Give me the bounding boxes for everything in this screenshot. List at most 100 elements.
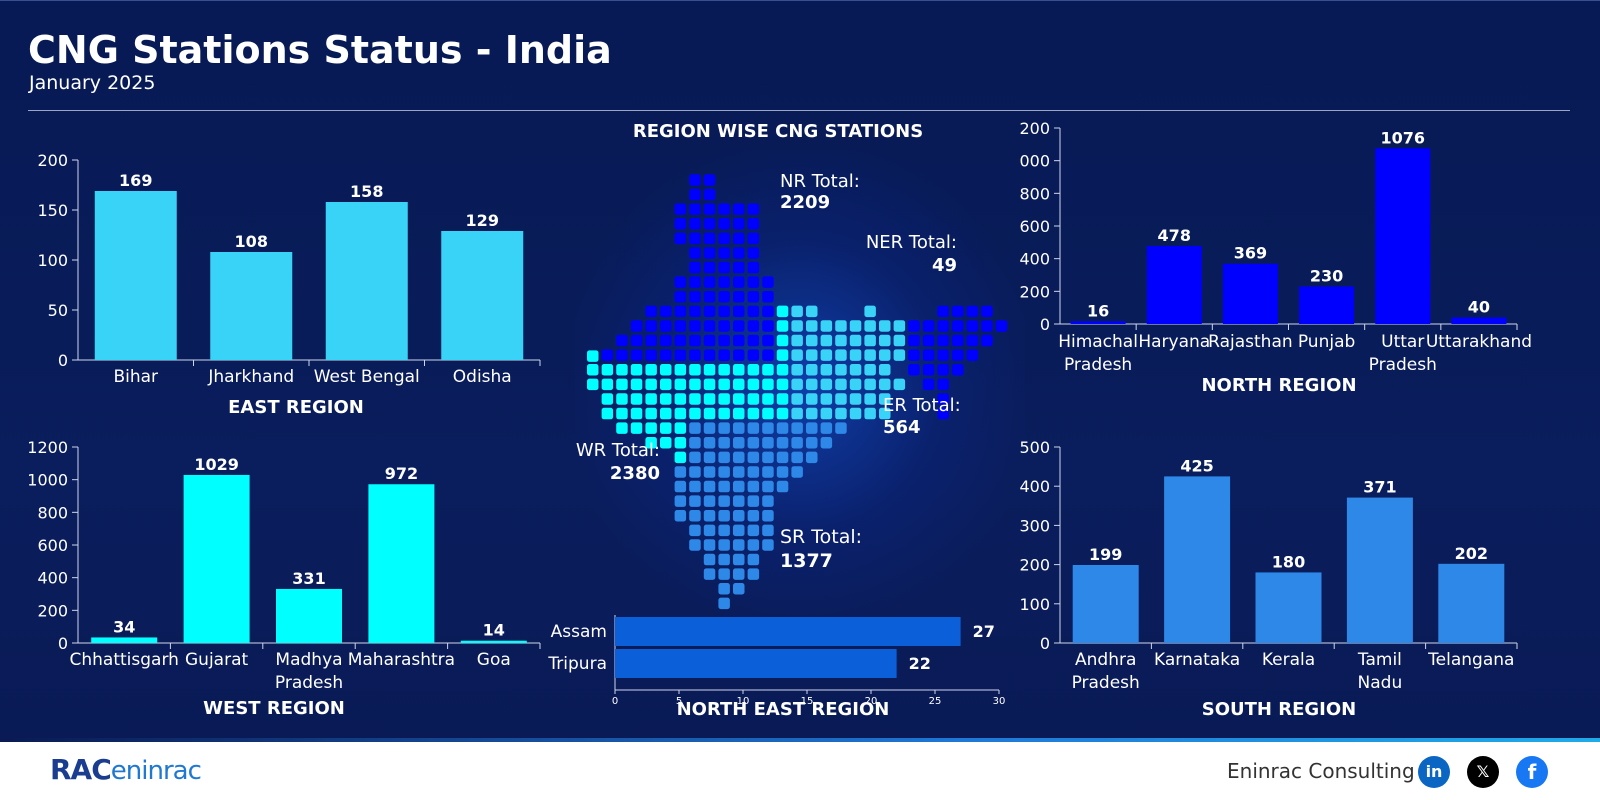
map-dot <box>806 437 818 449</box>
map-dot <box>952 334 964 347</box>
linkedin-icon[interactable]: in <box>1418 756 1450 788</box>
map-dot <box>952 305 964 318</box>
map-dot <box>703 232 716 245</box>
map-dot <box>776 305 789 318</box>
map-dot <box>733 510 745 522</box>
map-dot <box>820 320 833 332</box>
map-dot <box>689 480 701 493</box>
category-label: Goa <box>477 650 511 670</box>
map-dot <box>820 393 833 405</box>
map-dot <box>718 291 730 303</box>
india-dot-map: REGION WISE CNG STATIONS NR Total: 2209 … <box>576 121 1008 610</box>
map-dot <box>806 393 818 405</box>
map-dot <box>820 364 833 376</box>
data-label: 34 <box>113 617 135 636</box>
map-dot <box>762 480 774 493</box>
map-dot <box>908 364 920 376</box>
category-label: Telangana <box>1427 650 1514 670</box>
header-divider <box>28 110 1570 111</box>
map-dot <box>733 247 745 259</box>
data-label: 369 <box>1234 244 1267 263</box>
map-dot <box>908 320 920 332</box>
map-dot <box>689 422 701 434</box>
map-dot <box>937 305 949 318</box>
map-dot <box>893 378 906 391</box>
northeast-region-chart: Assam 27 Tripura 22 0 5 10 15 20 25 30 NORTH EAST R… <box>547 615 1006 720</box>
map-dot <box>922 334 935 347</box>
data-label: 478 <box>1158 226 1191 245</box>
map-dot <box>864 334 876 347</box>
map-dot <box>995 320 1008 332</box>
map-dot <box>660 422 672 434</box>
map-dot <box>674 407 687 420</box>
y-tick-label: 600 <box>37 536 68 555</box>
map-dot <box>893 320 906 332</box>
map-dot <box>922 364 935 376</box>
map-dot <box>660 437 672 449</box>
map-dot <box>791 349 803 361</box>
map-dot <box>762 510 774 522</box>
map-dot <box>645 305 657 318</box>
map-dot <box>703 320 716 332</box>
map-dot <box>791 320 803 332</box>
map-dot <box>806 349 818 361</box>
map-dot <box>674 349 687 361</box>
map-dot <box>747 437 760 449</box>
map-dot <box>937 349 949 361</box>
map-dot <box>762 320 774 332</box>
bar <box>1346 497 1413 643</box>
map-dot <box>849 320 862 332</box>
x-icon[interactable]: 𝕏 <box>1467 756 1499 788</box>
map-dot <box>733 276 745 288</box>
map-dot <box>674 320 687 332</box>
x-tick-label: 15 <box>801 696 814 707</box>
category-label: Kerala <box>1262 650 1315 670</box>
map-dot <box>806 422 818 434</box>
bar <box>1070 321 1126 324</box>
data-label: 16 <box>1087 301 1109 320</box>
map-dot <box>879 349 891 361</box>
map-dot <box>733 437 745 449</box>
map-dot <box>981 305 993 318</box>
map-dot <box>703 553 716 566</box>
map-dot <box>630 364 643 376</box>
map-dot <box>791 393 803 405</box>
map-dot <box>747 553 760 566</box>
map-dot <box>674 495 687 507</box>
bar <box>94 191 177 360</box>
map-dot <box>703 378 716 391</box>
map-dot <box>762 334 774 347</box>
map-dot <box>937 378 949 391</box>
map-dot <box>718 305 730 318</box>
map-dot <box>645 334 657 347</box>
map-dot <box>630 393 643 405</box>
category-label: Pradesh <box>1072 673 1140 693</box>
map-dot <box>747 305 760 318</box>
map-dot <box>893 349 906 361</box>
map-dot <box>601 393 614 405</box>
y-tick-label: 0 <box>58 351 68 370</box>
map-dot <box>733 291 745 303</box>
map-dot <box>733 480 745 493</box>
map-dot <box>645 320 657 332</box>
map-dot <box>733 583 745 595</box>
map-dot <box>733 568 745 580</box>
map-dot <box>703 349 716 361</box>
map-dot <box>630 334 643 347</box>
map-dot <box>674 232 687 245</box>
map-dot <box>747 276 760 288</box>
map-dot <box>908 349 920 361</box>
er-total-value: 564 <box>883 417 921 438</box>
map-dot <box>718 480 730 493</box>
x-tick-label: 30 <box>993 696 1006 707</box>
y-tick-label: 0 <box>1040 315 1050 334</box>
y-tick-label: 100 <box>1020 595 1050 614</box>
map-dot <box>718 378 730 391</box>
facebook-icon[interactable]: f <box>1516 756 1548 788</box>
map-dot <box>835 334 847 347</box>
map-dot <box>718 597 730 610</box>
x-tick-label: 20 <box>865 696 878 707</box>
map-dot <box>864 364 876 376</box>
map-dot <box>849 407 862 420</box>
